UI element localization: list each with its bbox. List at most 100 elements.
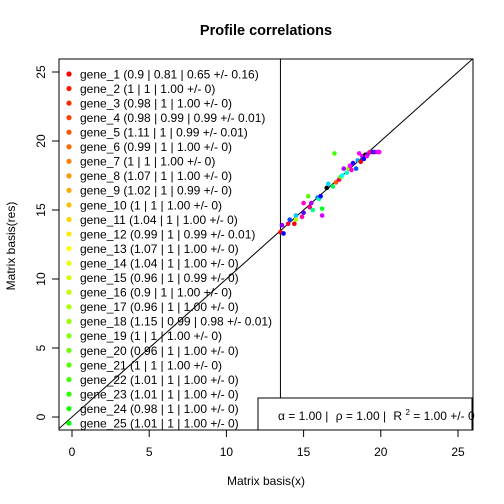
data-point xyxy=(324,185,330,191)
legend-entry: gene_3 (0.98 | 1 | 1.00 +/- 0) xyxy=(80,96,232,110)
data-point xyxy=(350,160,356,166)
legend-entry: gene_5 (1.11 | 1 | 0.99 +/- 0.01) xyxy=(80,126,248,140)
data-point xyxy=(292,221,297,227)
chart-title: Profile correlations xyxy=(200,23,332,39)
data-point xyxy=(318,193,323,199)
x-tick-label: 25 xyxy=(451,445,465,459)
legend-entry: gene_2 (1 | 1 | 1.00 +/- 0) xyxy=(80,82,215,96)
y-axis-label: Matrix basis(res) xyxy=(4,202,18,291)
data-point xyxy=(293,213,299,218)
legend-entry: gene_15 (0.96 | 1 | 0.99 +/- 0) xyxy=(80,271,239,285)
data-point xyxy=(341,166,347,171)
data-point xyxy=(376,149,382,155)
legend-entry: gene_14 (1.04 | 1 | 1.00 +/- 0) xyxy=(80,256,239,270)
legend-entry: gene_18 (1.15 | 0.99 | 0.98 +/- 0.01) xyxy=(80,315,272,329)
data-point xyxy=(361,156,367,162)
legend-marker xyxy=(66,246,72,252)
legend: gene_1 (0.9 | 0.81 | 0.65 +/- 0.16)gene_… xyxy=(66,67,272,445)
legend-marker xyxy=(66,275,72,281)
data-point xyxy=(301,200,306,206)
identity-line xyxy=(59,59,473,430)
legend-marker xyxy=(66,85,72,92)
data-point xyxy=(293,217,299,222)
data-point xyxy=(333,180,339,185)
x-tick-label: 15 xyxy=(297,445,311,459)
stats-r2-base: R xyxy=(393,409,402,423)
legend-entry: gene_24 (0.98 | 1 | 1.00 +/- 0) xyxy=(80,402,239,416)
data-point xyxy=(356,151,362,156)
legend-marker xyxy=(66,420,72,426)
legend-marker xyxy=(66,71,72,77)
legend-marker xyxy=(66,333,72,339)
legend-marker xyxy=(66,231,72,237)
legend-entry: gene_4 (0.98 | 0.99 | 0.99 +/- 0.01) xyxy=(80,111,265,125)
x-axis-label: Matrix basis(x) xyxy=(227,474,305,488)
data-point xyxy=(287,217,293,222)
legend-marker xyxy=(66,347,72,354)
legend-marker xyxy=(66,158,72,164)
legend-entry: gene_1 (0.9 | 0.81 | 0.65 +/- 0.16) xyxy=(80,67,259,81)
legend-marker xyxy=(66,187,72,193)
legend-entry: gene_23 (1.01 | 1 | 1.00 +/- 0) xyxy=(80,387,239,401)
x-tick-label: 10 xyxy=(220,445,234,459)
stats-r2-exponent: 2 xyxy=(405,408,410,417)
y-tick-label: 20 xyxy=(34,134,48,148)
x-tick-label: 0 xyxy=(69,445,76,459)
data-point xyxy=(326,181,331,187)
legend-entry: gene_20 (0.96 | 1 | 1.00 +/- 0) xyxy=(80,344,239,358)
data-point xyxy=(349,167,354,173)
data-point xyxy=(285,221,291,227)
legend-entry: gene_21 (1 | 1 | 1.00 +/- 0) xyxy=(80,358,222,372)
y-tick-label: 15 xyxy=(34,203,48,217)
x-axis: 0 5 10 15 20 25 xyxy=(69,429,465,459)
legend-entry: gene_13 (1.07 | 1 | 1.00 +/- 0) xyxy=(80,242,239,256)
legend-entry: gene_26 (0.99 | 1 | 1.00 +/- 0) xyxy=(80,431,239,445)
legend-marker xyxy=(66,202,72,208)
legend-marker xyxy=(66,289,72,295)
legend-entry: gene_6 (0.99 | 1 | 1.00 +/- 0) xyxy=(80,140,232,154)
legend-entry: gene_11 (1.04 | 1 | 1.00 +/- 0) xyxy=(80,213,238,227)
data-point xyxy=(353,166,359,171)
legend-marker xyxy=(66,391,72,397)
y-tick-label: 0 xyxy=(34,413,48,420)
y-tick-label: 25 xyxy=(34,65,48,79)
data-point xyxy=(319,206,325,211)
data-point xyxy=(339,173,345,178)
plot-area: gene_1 (0.9 | 0.81 | 0.65 +/- 0.16)gene_… xyxy=(59,59,473,445)
stats-r2-value: = 1.00 +/- 0 xyxy=(413,409,475,423)
legend-marker xyxy=(66,304,72,310)
data-point xyxy=(301,210,306,216)
legend-entry: gene_17 (0.96 | 1 | 1.00 +/- 0) xyxy=(80,300,239,314)
y-tick-label: 5 xyxy=(34,344,48,351)
legend-marker xyxy=(66,144,72,150)
data-point xyxy=(332,151,337,156)
data-point xyxy=(358,159,364,164)
data-point xyxy=(279,222,285,228)
legend-entry: gene_9 (1.02 | 1 | 0.99 +/- 0) xyxy=(80,184,232,198)
legend-marker xyxy=(66,260,72,266)
svg-text:α = 1.00 | ρ = 1.00 |: α = 1.00 | ρ = 1.00 | R 2 = 1.00 +/- 0 xyxy=(278,404,475,423)
legend-marker xyxy=(66,435,71,440)
legend-marker xyxy=(66,406,72,412)
legend-entry: gene_16 (0.9 | 1 | 1.00 +/- 0) xyxy=(80,286,232,300)
data-point xyxy=(319,213,325,218)
legend-marker xyxy=(66,173,72,179)
legend-entry: gene_19 (1 | 1 | 1.00 +/- 0) xyxy=(80,329,222,343)
legend-marker xyxy=(66,115,72,121)
data-point xyxy=(305,193,311,199)
legend-marker xyxy=(66,318,72,324)
legend-entry: gene_12 (0.99 | 1 | 0.99 +/- 0.01) xyxy=(80,227,255,241)
data-point xyxy=(310,207,316,213)
legend-marker xyxy=(66,129,72,135)
legend-marker xyxy=(66,216,72,223)
data-point xyxy=(344,170,350,176)
legend-entry: gene_8 (1.07 | 1 | 1.00 +/- 0) xyxy=(80,169,232,183)
legend-entry: gene_10 (1 | 1 | 1.00 +/- 0) xyxy=(80,198,222,212)
y-tick-label: 10 xyxy=(34,272,48,286)
legend-entry: gene_22 (1.01 | 1 | 1.00 +/- 0) xyxy=(80,373,239,387)
data-point xyxy=(309,200,314,206)
legend-marker xyxy=(66,376,72,383)
y-axis: 0 5 10 15 20 25 xyxy=(34,65,60,420)
stats-alpha: α = 1.00 | xyxy=(278,409,328,423)
